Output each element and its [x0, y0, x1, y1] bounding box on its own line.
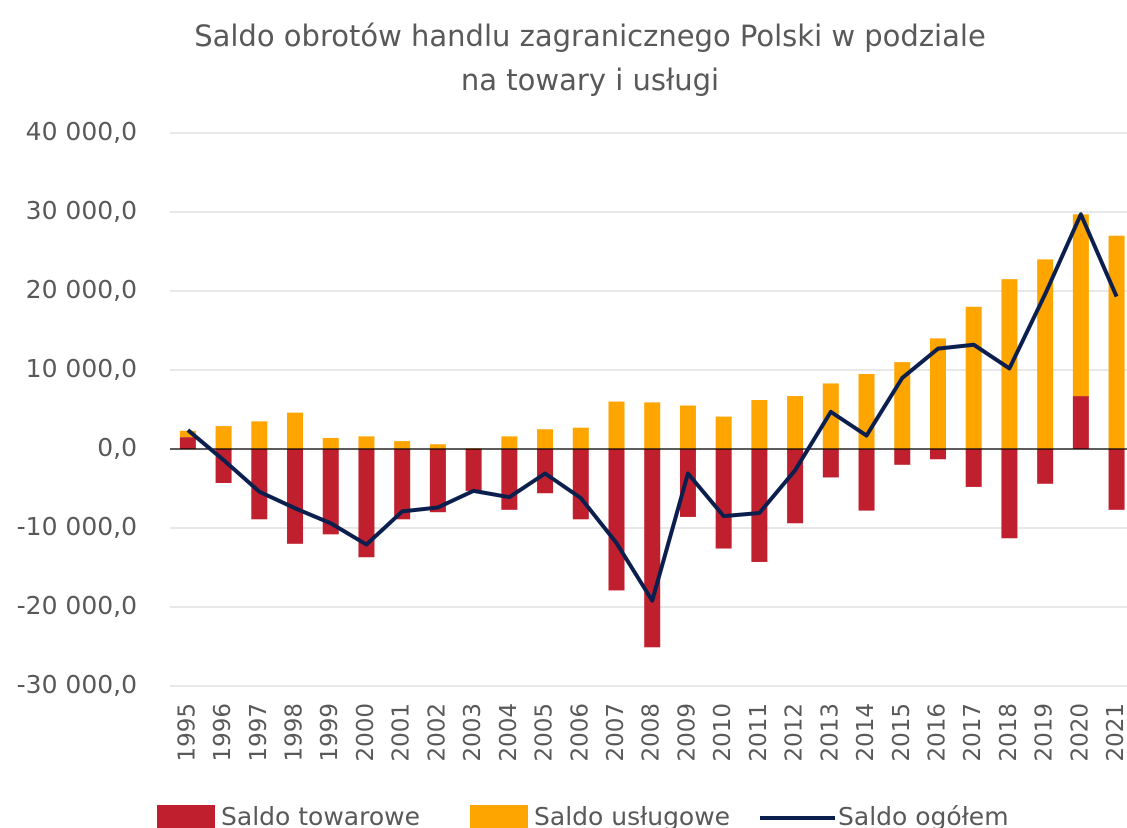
- bar: [608, 449, 625, 591]
- legend-swatch: [470, 805, 528, 828]
- y-tick-label: 30 000,0: [26, 196, 137, 225]
- bar: [751, 400, 768, 449]
- bar: [287, 449, 304, 544]
- bar: [501, 436, 518, 449]
- bar: [1072, 396, 1089, 449]
- bar: [572, 449, 589, 520]
- x-tick-label: 2003: [460, 703, 486, 762]
- bar: [929, 449, 946, 460]
- bar: [429, 449, 446, 513]
- y-tick-label: -20 000,0: [17, 591, 137, 620]
- y-tick-label: 40 000,0: [26, 117, 137, 146]
- x-tick-label: 2013: [817, 703, 843, 762]
- x-tick-label: 1999: [317, 703, 343, 762]
- x-tick-label: 2005: [532, 703, 558, 762]
- legend-swatch: [157, 805, 215, 828]
- x-tick-label: 2021: [1103, 703, 1127, 762]
- x-tick-label: 2009: [674, 703, 700, 762]
- bar: [715, 449, 732, 549]
- x-tick-label: 2011: [746, 703, 772, 762]
- x-tick-label: 1998: [282, 703, 308, 762]
- legend-label: Saldo usługowe: [534, 802, 730, 828]
- bar: [465, 449, 482, 491]
- y-tick-label: 20 000,0: [26, 275, 137, 304]
- bar: [679, 449, 696, 517]
- bar: [1001, 449, 1018, 539]
- bar: [394, 441, 411, 449]
- bar: [251, 421, 268, 449]
- y-tick-label: -10 000,0: [17, 512, 137, 541]
- x-tick-label: 2007: [603, 703, 629, 762]
- bar: [537, 429, 554, 449]
- bar: [287, 412, 304, 449]
- bar: [179, 430, 196, 438]
- legend-label: Saldo towarowe: [221, 802, 420, 828]
- x-tick-label: 1995: [174, 703, 200, 762]
- x-tick-label: 2018: [996, 703, 1022, 762]
- chart-title: Saldo obrotów handlu zagranicznego Polsk…: [194, 19, 986, 97]
- bar: [787, 396, 804, 449]
- y-tick-label: 10 000,0: [26, 354, 137, 383]
- x-tick-label: 2012: [782, 703, 808, 762]
- y-tick-label: -30 000,0: [17, 670, 137, 699]
- bar: [929, 338, 946, 449]
- bar: [358, 436, 375, 449]
- bar: [358, 449, 375, 558]
- x-tick-label: 2004: [496, 703, 522, 762]
- bar: [751, 449, 768, 562]
- bar: [501, 449, 518, 510]
- x-tick-label: 2020: [1067, 703, 1093, 762]
- bar: [822, 383, 839, 449]
- bar: [965, 449, 982, 487]
- bar: [394, 449, 411, 520]
- bar: [1108, 235, 1125, 449]
- bar: [251, 449, 268, 520]
- bar: [572, 427, 589, 449]
- bar: [858, 373, 875, 449]
- bar: [608, 401, 625, 449]
- x-tick-label: 2019: [1032, 703, 1058, 762]
- x-tick-label: 2001: [389, 703, 415, 762]
- bar: [179, 437, 196, 449]
- bar: [429, 444, 446, 449]
- bar: [322, 437, 339, 449]
- bar: [1072, 214, 1089, 397]
- x-tick-label: 2008: [639, 703, 665, 762]
- bar: [1108, 449, 1125, 510]
- x-tick-label: 2015: [889, 703, 915, 762]
- x-tick-label: 1997: [246, 703, 272, 762]
- x-tick-label: 2002: [424, 703, 450, 762]
- x-tick-label: 2017: [960, 703, 986, 762]
- x-tick-label: 2006: [567, 703, 593, 762]
- x-tick-label: 2000: [353, 703, 379, 762]
- bar: [215, 426, 232, 449]
- bar: [537, 449, 554, 494]
- x-tick-label: 2010: [710, 703, 736, 762]
- legend-label: Saldo ogółem: [838, 802, 1009, 828]
- bar: [715, 416, 732, 449]
- line: [186, 212, 1119, 603]
- bar: [894, 449, 911, 465]
- bar: [822, 449, 839, 478]
- x-tick-label: 2016: [924, 703, 950, 762]
- x-tick-label: 2014: [853, 703, 879, 762]
- bar: [1037, 449, 1054, 484]
- bar: [858, 449, 875, 511]
- y-tick-label: 0,0: [97, 433, 137, 462]
- bar: [679, 405, 696, 449]
- bar: [965, 306, 982, 449]
- bar: [1037, 259, 1054, 449]
- x-tick-label: 1996: [210, 703, 236, 762]
- bar: [644, 402, 661, 449]
- bar: [644, 449, 661, 648]
- bar: [322, 449, 339, 535]
